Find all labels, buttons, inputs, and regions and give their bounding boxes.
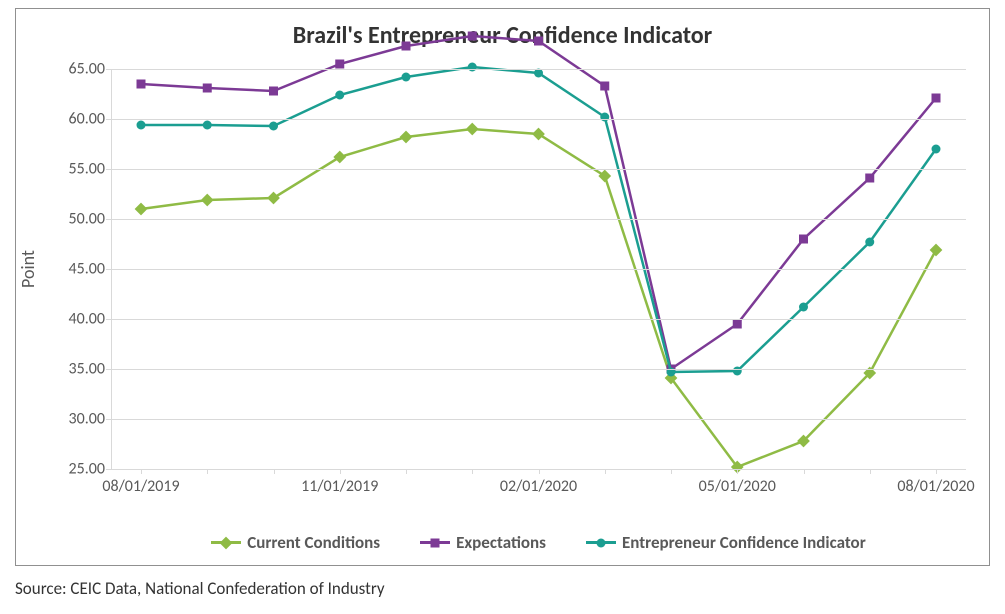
y-tick-label: 35.00 <box>69 360 105 379</box>
y-tick-label: 25.00 <box>69 460 105 479</box>
gridline <box>111 169 966 170</box>
legend: Current Conditions Expectations Entreprene… <box>111 532 966 553</box>
series-line <box>141 129 936 467</box>
y-tick-mark <box>106 469 111 470</box>
y-tick-label: 45.00 <box>69 260 105 279</box>
series-marker <box>402 73 411 82</box>
series-marker <box>203 121 212 130</box>
y-tick-mark <box>106 119 111 120</box>
y-tick-label: 55.00 <box>69 160 105 179</box>
legend-swatch <box>420 541 450 544</box>
y-tick-label: 65.00 <box>69 60 105 79</box>
series-marker <box>267 192 280 205</box>
series-marker <box>932 145 941 154</box>
gridline <box>111 69 966 70</box>
y-tick-label: 60.00 <box>69 110 105 129</box>
series-marker <box>733 367 742 376</box>
plot-area <box>111 69 966 469</box>
gridline <box>111 119 966 120</box>
series-marker <box>269 122 278 131</box>
y-tick-mark <box>106 419 111 420</box>
series-marker <box>333 151 346 164</box>
chart-container: Brazil's Entrepreneur Confidence Indicat… <box>15 8 990 566</box>
x-tick-label: 08/01/2019 <box>102 477 179 496</box>
gridline <box>111 319 966 320</box>
y-tick-label: 30.00 <box>69 410 105 429</box>
legend-marker-icon <box>220 536 233 549</box>
x-tick-label: 11/01/2019 <box>301 477 378 496</box>
series-marker <box>135 203 148 216</box>
series-marker <box>466 123 479 136</box>
gridline <box>111 269 966 270</box>
y-tick-mark <box>106 219 111 220</box>
y-tick-label: 50.00 <box>69 210 105 229</box>
series-marker <box>532 128 545 141</box>
series-marker <box>598 170 611 183</box>
legend-item: Entrepreneur Confidence Indicator <box>586 532 866 553</box>
y-tick-mark <box>106 369 111 370</box>
gridline <box>111 219 966 220</box>
series-marker <box>335 91 344 100</box>
series-marker <box>269 87 278 96</box>
series-marker <box>201 194 214 207</box>
series-marker <box>137 121 146 130</box>
series-marker <box>468 32 477 41</box>
y-tick-mark <box>106 319 111 320</box>
series-marker <box>400 131 413 144</box>
legend-label: Expectations <box>456 532 546 553</box>
series-marker <box>203 84 212 93</box>
legend-swatch <box>586 541 616 544</box>
y-axis-label-wrap: Point <box>16 69 56 469</box>
y-axis-label: Point <box>17 250 39 288</box>
series-marker <box>932 94 941 103</box>
series-marker <box>799 303 808 312</box>
x-tick-label: 02/01/2020 <box>500 477 577 496</box>
y-tick-mark <box>106 269 111 270</box>
x-tick-label: 05/01/2020 <box>699 477 776 496</box>
legend-marker-icon <box>431 538 440 547</box>
legend-swatch <box>211 541 241 544</box>
series-marker <box>335 60 344 69</box>
legend-item: Expectations <box>420 532 546 553</box>
x-axis: 08/01/201911/01/201902/01/202005/01/2020… <box>111 471 966 501</box>
legend-label: Current Conditions <box>247 532 380 553</box>
series-marker <box>468 63 477 72</box>
series-marker <box>799 235 808 244</box>
legend-item: Current Conditions <box>211 532 380 553</box>
y-tick-mark <box>106 169 111 170</box>
series-marker <box>600 113 609 122</box>
series-marker <box>865 238 874 247</box>
series-marker <box>534 37 543 46</box>
legend-label: Entrepreneur Confidence Indicator <box>622 532 866 553</box>
gridline <box>111 419 966 420</box>
series-marker <box>733 320 742 329</box>
source-text: Source: CEIC Data, National Confederatio… <box>15 578 385 599</box>
chart-title: Brazil's Entrepreneur Confidence Indicat… <box>16 9 989 50</box>
series-marker <box>402 42 411 51</box>
series-marker <box>865 174 874 183</box>
y-tick-mark <box>106 69 111 70</box>
legend-marker-icon <box>596 538 605 547</box>
y-axis: 25.0030.0035.0040.0045.0050.0055.0060.00… <box>61 69 111 469</box>
series-marker <box>930 244 943 257</box>
series-marker <box>137 80 146 89</box>
x-tick-label: 08/01/2020 <box>897 477 974 496</box>
y-tick-label: 40.00 <box>69 310 105 329</box>
series-marker <box>600 82 609 91</box>
gridline <box>111 369 966 370</box>
